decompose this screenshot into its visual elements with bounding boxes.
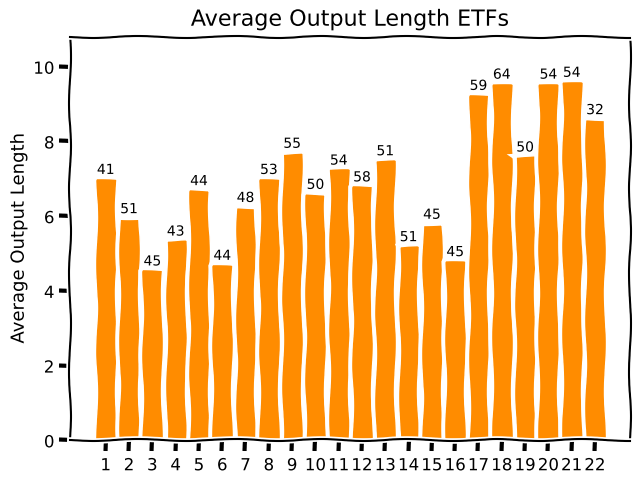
Bar — [166, 241, 186, 440]
Bar — [376, 160, 395, 440]
Bar — [562, 82, 582, 440]
Bar — [492, 84, 511, 440]
Bar — [212, 265, 232, 440]
Text: 44: 44 — [214, 249, 231, 263]
Text: 51: 51 — [120, 202, 138, 216]
Bar — [445, 261, 465, 440]
Bar — [96, 179, 116, 440]
Bar — [422, 224, 442, 440]
Text: 45: 45 — [423, 208, 440, 222]
Text: 48: 48 — [237, 191, 254, 205]
Text: 58: 58 — [353, 170, 371, 184]
Text: 53: 53 — [260, 163, 278, 177]
Bar — [143, 271, 162, 440]
Bar — [259, 179, 278, 440]
Text: 44: 44 — [190, 174, 207, 188]
Bar — [329, 169, 349, 440]
Text: 45: 45 — [143, 255, 161, 269]
Bar — [585, 119, 605, 440]
Bar — [119, 218, 139, 440]
Text: 51: 51 — [376, 144, 394, 158]
Text: 54: 54 — [540, 68, 557, 82]
Text: 55: 55 — [284, 137, 301, 151]
Y-axis label: Average Output Length: Average Output Length — [10, 134, 28, 344]
Text: 50: 50 — [516, 140, 534, 154]
Text: 50: 50 — [307, 178, 324, 192]
Bar — [236, 207, 255, 440]
Bar — [282, 152, 302, 440]
Text: 45: 45 — [447, 245, 464, 259]
Bar — [189, 190, 209, 440]
Bar — [538, 84, 558, 440]
Text: 54: 54 — [563, 66, 580, 80]
Bar — [352, 186, 372, 440]
Text: 51: 51 — [400, 230, 417, 244]
Text: 64: 64 — [493, 68, 511, 82]
Bar — [399, 246, 419, 440]
Bar — [468, 95, 488, 440]
Bar — [515, 156, 535, 440]
Text: 54: 54 — [330, 153, 348, 167]
Text: 41: 41 — [97, 163, 115, 177]
Text: 43: 43 — [167, 225, 184, 239]
Text: 59: 59 — [470, 79, 487, 93]
Title: Average Output Length ETFs: Average Output Length ETFs — [191, 10, 510, 30]
Text: 32: 32 — [586, 103, 604, 117]
Bar — [305, 194, 325, 440]
